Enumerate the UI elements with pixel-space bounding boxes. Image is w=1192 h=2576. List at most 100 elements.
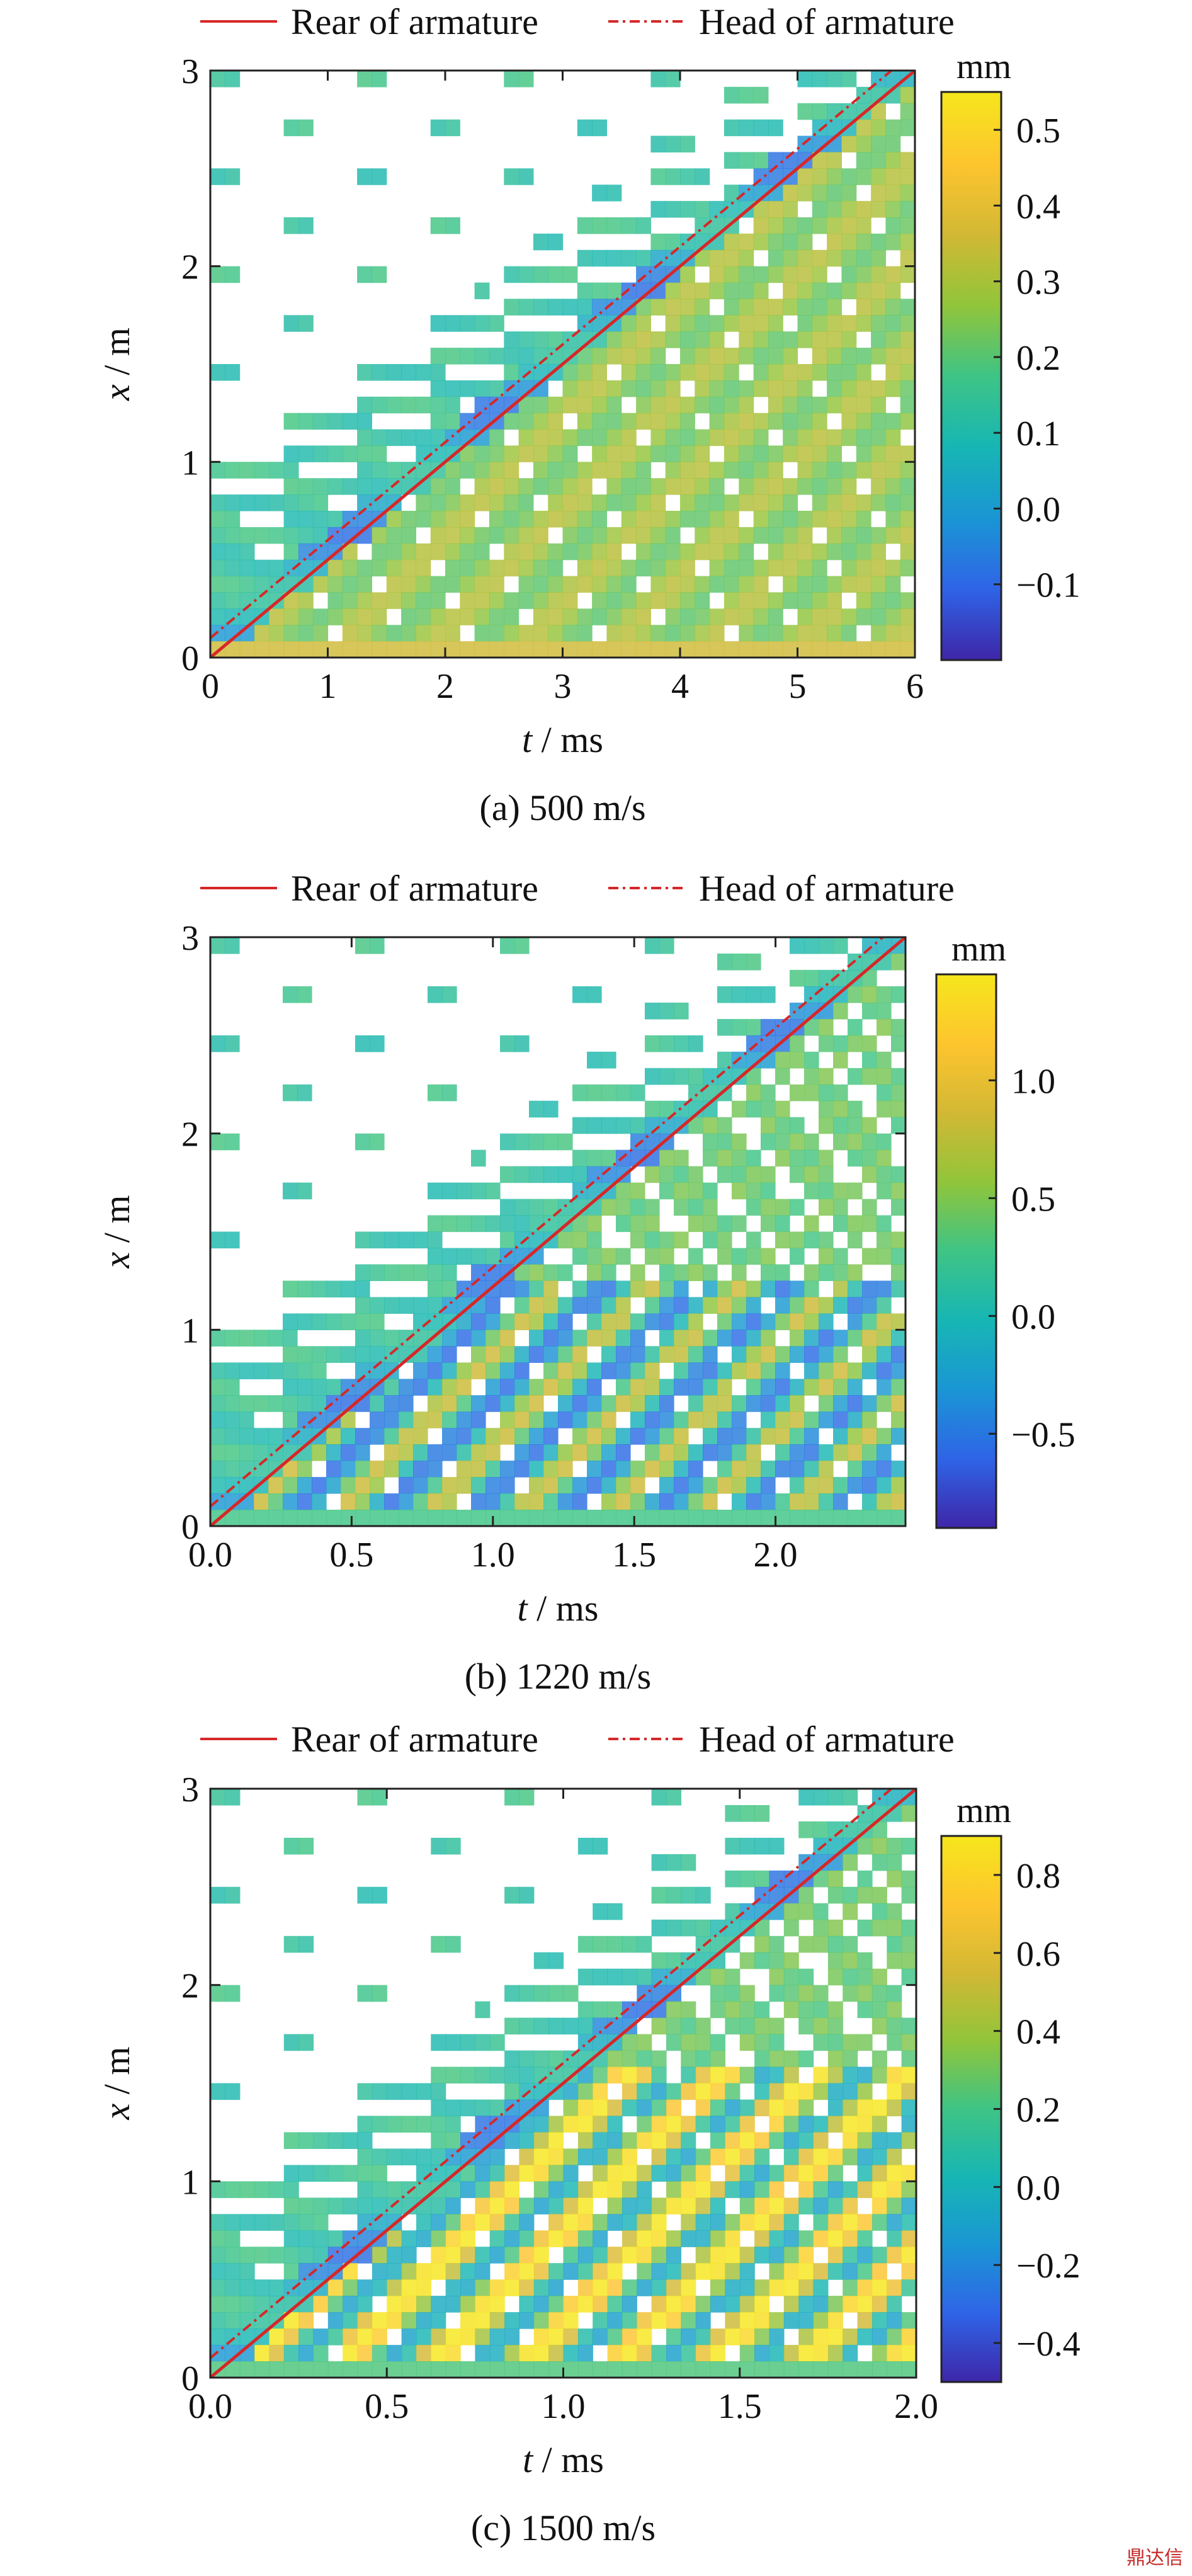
heatmap-cell [841,527,857,544]
heatmap-cell [739,2165,755,2182]
heatmap-cell [370,1411,385,1428]
heatmap-cell [372,1886,387,1904]
heatmap-cell [587,1395,602,1412]
heatmap-cell [442,1395,457,1412]
heatmap-cell [428,1411,443,1428]
heatmap-cell [485,1379,501,1396]
heatmap-cell [616,1428,631,1445]
heatmap-cell [885,282,901,300]
heatmap-cell [688,1346,703,1363]
heatmap-cell [768,249,783,267]
heatmap-cell [298,543,314,561]
heatmap-cell [885,462,901,479]
heatmap-cell [665,331,681,348]
heatmap-cell [607,2066,623,2084]
heatmap-cell [674,1461,689,1478]
heatmap-cell [268,1493,283,1510]
heatmap-cell [848,1149,863,1167]
heatmap-cell [813,2279,829,2296]
heatmap-cell [651,2230,667,2247]
heatmap-cell [399,1428,414,1445]
heatmap-cell [761,1461,776,1478]
y-axis-unit: / m [96,2047,137,2104]
heatmap-cell [572,986,587,1003]
heatmap-cell [225,1461,240,1478]
heatmap-cell [717,1379,732,1396]
heatmap-cell [790,1493,805,1510]
heatmap-cell [688,1477,703,1494]
heatmap-cell [529,1346,544,1363]
heatmap-cell [877,1346,892,1363]
heatmap-cell [563,2017,579,2035]
heatmap-cell [885,478,901,495]
heatmap-cell [901,2066,916,2084]
heatmap-cell [666,2247,681,2264]
heatmap-cell [533,2328,549,2345]
heatmap-cell [746,1199,761,1216]
heatmap-cell [558,1330,573,1347]
heatmap-cell [665,364,681,381]
heatmap-cell [798,1854,814,1871]
heatmap-cell [688,1297,703,1314]
heatmap-cell [401,396,416,414]
heatmap-cell [543,1330,559,1347]
heatmap-cell [460,576,475,593]
heatmap-cell [460,559,475,577]
heatmap-cell [813,2132,829,2149]
heatmap-cell [548,348,564,365]
heatmap-cell [790,1510,805,1526]
heatmap-cell [386,576,402,593]
heatmap-cell [732,1477,747,1494]
heatmap-cell [342,543,358,561]
heatmap-cell [577,625,593,642]
heatmap-cell [819,1379,834,1396]
heatmap-cell [819,1100,834,1118]
heatmap-cell [587,1330,602,1347]
heatmap-cell [877,1379,892,1396]
heatmap-cell [313,2165,329,2182]
heatmap-cell [725,2017,741,2035]
heatmap-cell [543,1461,559,1478]
heatmap-cell [210,1362,225,1379]
heatmap-cell [833,1444,848,1461]
heatmap-cell [413,1362,428,1379]
heatmap-cell [399,1264,414,1281]
heatmap-cell [754,2214,770,2231]
heatmap-cell [268,1330,283,1347]
heatmap-cell [592,315,607,332]
heatmap-cell [630,1330,645,1347]
heatmap-cell [703,1117,718,1134]
heatmap-cell [592,299,607,316]
x-tick-label: 1.0 [542,2387,586,2426]
heatmap-cell [504,71,519,88]
x-tick-label: 6 [906,667,924,706]
heatmap-cell [753,462,769,479]
heatmap-cell [428,1510,443,1526]
heatmap-cell [680,364,695,381]
heatmap-cell [630,1346,645,1363]
heatmap-cell [558,1264,573,1281]
heatmap-cell [298,625,314,642]
heatmap-cell [500,1199,515,1216]
heatmap-cell [471,1264,486,1281]
heatmap-cell [841,331,857,348]
heatmap-cell [650,445,666,462]
heatmap-cell [593,2181,608,2198]
heatmap-cell [833,1264,848,1281]
heatmap-cell [370,1362,385,1379]
heatmap-cell [577,2279,593,2296]
heatmap-cell [430,494,446,511]
heatmap-cell [514,1199,530,1216]
heatmap-cell [877,1068,892,1085]
heatmap-cell [357,478,372,495]
heatmap-cell [558,1133,573,1151]
heatmap-cell [622,2099,637,2117]
heatmap-cell [489,396,504,414]
heatmap-cell [269,2328,285,2345]
legend-label-head: Head of armature [699,868,955,909]
heatmap-cell [297,1395,312,1412]
heatmap-cell [607,2263,623,2280]
heatmap-cell [601,1477,616,1494]
heatmap-cell [519,2230,535,2247]
